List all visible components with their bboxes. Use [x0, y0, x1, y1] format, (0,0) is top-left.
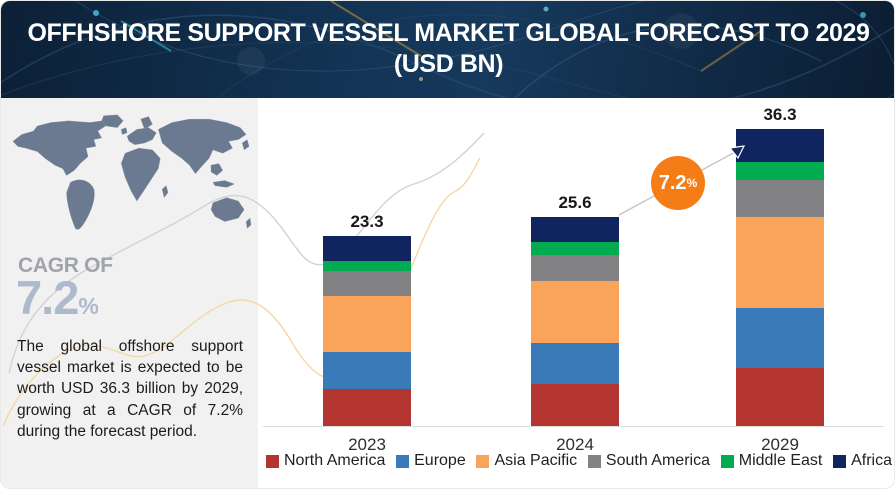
bar-total-label: 25.6: [558, 193, 592, 212]
header-banner: OFFHSHORE SUPPORT VESSEL MARKET GLOBAL F…: [1, 1, 894, 98]
legend-item-south-america: South America: [587, 452, 710, 470]
legend-label: South America: [605, 452, 710, 469]
legend: North America Europe Asia Pacific South Ame…: [266, 452, 892, 470]
legend-label: Europe: [414, 452, 466, 469]
legend-item-north-america: North America: [266, 452, 385, 470]
legend-label: Middle East: [738, 452, 823, 469]
world-map-graphic: [12, 114, 252, 230]
bar-segment-africa: [323, 236, 411, 262]
legend-item-africa: Africa: [833, 452, 892, 470]
bar-segment-europe: [323, 351, 411, 390]
bar-2024: 25.6: [531, 193, 619, 426]
bar-segment-asia-pacific: [323, 296, 411, 352]
x-axis-label-2023: 2023: [348, 435, 386, 454]
legend-swatch-north-america: [266, 454, 279, 468]
bar-segment-south-america: [531, 254, 619, 281]
bar-total-label: 36.3: [763, 105, 797, 124]
cagr-number: 7.2: [16, 271, 79, 324]
bar-segment-south-america: [736, 179, 824, 218]
bar-segment-middle-east: [323, 261, 411, 272]
bar-segment-africa: [736, 129, 824, 163]
legend-swatch-europe: [396, 454, 410, 468]
legend-label: Africa: [851, 452, 892, 469]
x-axis-label-2024: 2024: [556, 435, 594, 454]
cagr-badge-value: 7.2: [658, 171, 687, 194]
bar-2023: 23.3: [323, 212, 411, 426]
bar-segment-europe: [736, 307, 824, 368]
page-subtitle: (USD BN): [393, 50, 504, 79]
legend-item-europe: Europe: [396, 452, 466, 470]
legend-item-middle-east: Middle East: [720, 452, 823, 470]
network-pattern-graphic: [1, 1, 894, 98]
legend-swatch-south-america: [587, 454, 601, 468]
bar-segment-africa: [531, 217, 619, 243]
legend-swatch-middle-east: [720, 454, 734, 468]
legend-item-asia-pacific: Asia Pacific: [476, 452, 577, 470]
page-title: OFFHSHORE SUPPORT VESSEL MARKET GLOBAL F…: [27, 19, 870, 48]
cagr-value: 7.2%: [16, 270, 99, 325]
bar-segment-middle-east: [531, 242, 619, 255]
legend-label: Asia Pacific: [494, 452, 578, 469]
bar-segment-europe: [531, 342, 619, 385]
cagr-badge: 7.2%: [651, 156, 705, 210]
cagr-percent-sign: %: [78, 293, 99, 319]
x-axis-label-2029: 2029: [761, 435, 799, 454]
bar-segment-asia-pacific: [736, 217, 824, 308]
bar-segment-north-america: [736, 367, 824, 426]
cagr-badge-percent: %: [686, 176, 698, 190]
bar-segment-middle-east: [736, 162, 824, 180]
legend-swatch-asia-pacific: [476, 454, 490, 468]
bar-segment-south-america: [323, 271, 411, 297]
bar-segment-north-america: [531, 384, 619, 426]
legend-label: North America: [284, 452, 386, 469]
bar-2029: 36.3: [736, 105, 824, 426]
bar-segment-asia-pacific: [531, 280, 619, 343]
market-summary-text: The global offshore support vessel marke…: [17, 338, 243, 440]
legend-swatch-africa: [833, 454, 847, 468]
bar-segment-north-america: [323, 389, 411, 426]
x-axis-line: [263, 426, 884, 427]
content-body: CAGR OF 7.2% The global offshore support…: [1, 98, 894, 488]
sidebar: CAGR OF 7.2% The global offshore support…: [1, 98, 258, 488]
bar-total-label: 23.3: [350, 212, 384, 231]
chart-area: 23.3 2023 25.6 2024 36.3 2029 7.2% North Amer…: [258, 98, 894, 488]
